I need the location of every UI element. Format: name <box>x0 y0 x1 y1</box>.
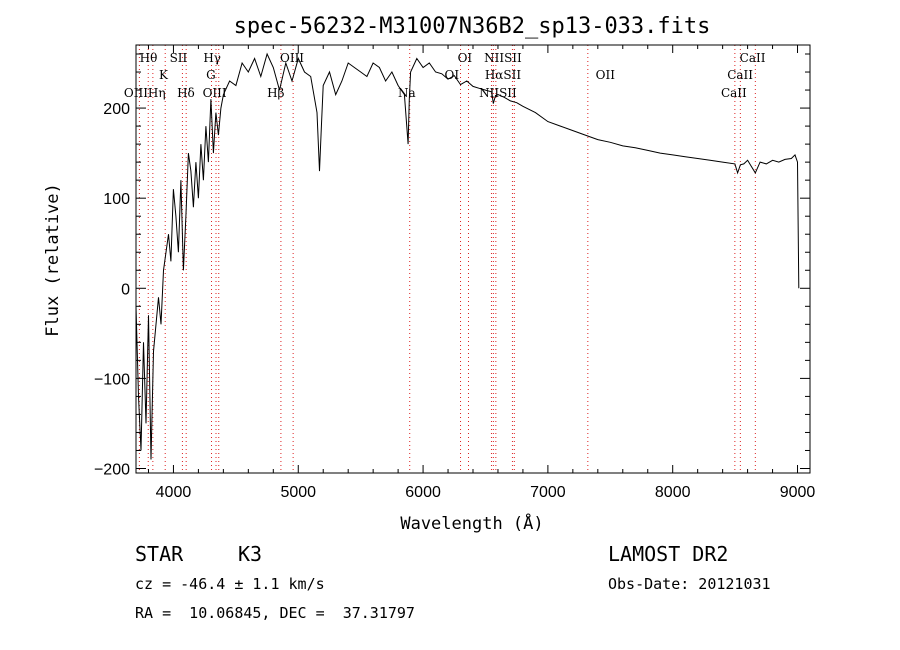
line-label-4: OI <box>458 51 473 65</box>
line-label-3: OIII <box>280 51 304 65</box>
line-label-6: CaII <box>740 51 766 65</box>
line-label-12: CaII <box>727 68 753 82</box>
line-label-17: Na <box>398 86 416 100</box>
line-label-10: HαSII <box>485 68 522 82</box>
line-labels: Hθ SII Hγ OIII OI NIISII CaII K G OI HαSII OII CaII O… <box>124 51 766 100</box>
y-tick-label-4: 200 <box>103 101 130 118</box>
chart-title: spec-56232-M31007N36B2_sp13-033.fits <box>234 14 711 39</box>
x-tick-label-3: 7000 <box>530 484 566 501</box>
line-label-8: G <box>206 68 216 82</box>
x-tick-label-1: 5000 <box>280 484 316 501</box>
x-tick-label-0: 4000 <box>156 484 192 501</box>
obs-date: Obs-Date: 20121031 <box>608 575 771 593</box>
y-tick-label-3: 100 <box>103 191 130 208</box>
survey-name: LAMOST DR2 <box>608 542 729 566</box>
line-label-13: OIIIHη <box>124 86 166 100</box>
velocity-readout: cz = -46.4 ± 1.1 km/s <box>135 575 325 593</box>
line-label-19: CaII <box>721 86 747 100</box>
y-tick-label-1: −100 <box>94 371 130 388</box>
line-label-5: NIISII <box>484 51 522 65</box>
line-label-7: K <box>159 68 169 82</box>
object-subclass: K3 <box>238 542 263 566</box>
x-tick-label-4: 8000 <box>655 484 691 501</box>
y-tick-label-2: 0 <box>121 281 130 298</box>
line-label-2: Hγ <box>203 51 221 65</box>
coordinates: RA = 10.06845, DEC = 37.31797 <box>135 604 415 622</box>
x-tick-label-2: 6000 <box>405 484 441 501</box>
y-axis-ticks: −200 −100 0 100 200 <box>94 53 810 478</box>
line-label-18: NIISII <box>479 86 517 100</box>
line-label-16: Hβ <box>267 86 284 100</box>
spectrum-line <box>135 52 800 460</box>
line-label-0: Hθ <box>140 51 158 65</box>
y-tick-label-0: −200 <box>94 461 130 478</box>
plot-frame <box>135 44 811 474</box>
y-axis-label: Flux (relative) <box>43 183 63 337</box>
line-label-11: OII <box>596 68 616 82</box>
line-label-9: OI <box>444 68 459 82</box>
line-label-1: SII <box>170 51 188 65</box>
line-markers <box>138 45 756 473</box>
line-label-15: OIII <box>203 86 227 100</box>
line-label-14: Hδ <box>177 86 195 100</box>
object-class: STAR <box>135 542 184 566</box>
x-tick-label-5: 9000 <box>780 484 816 501</box>
x-axis-label: Wavelength (Å) <box>400 512 543 534</box>
x-axis-ticks: 4000 5000 6000 7000 8000 9000 <box>147 45 816 501</box>
